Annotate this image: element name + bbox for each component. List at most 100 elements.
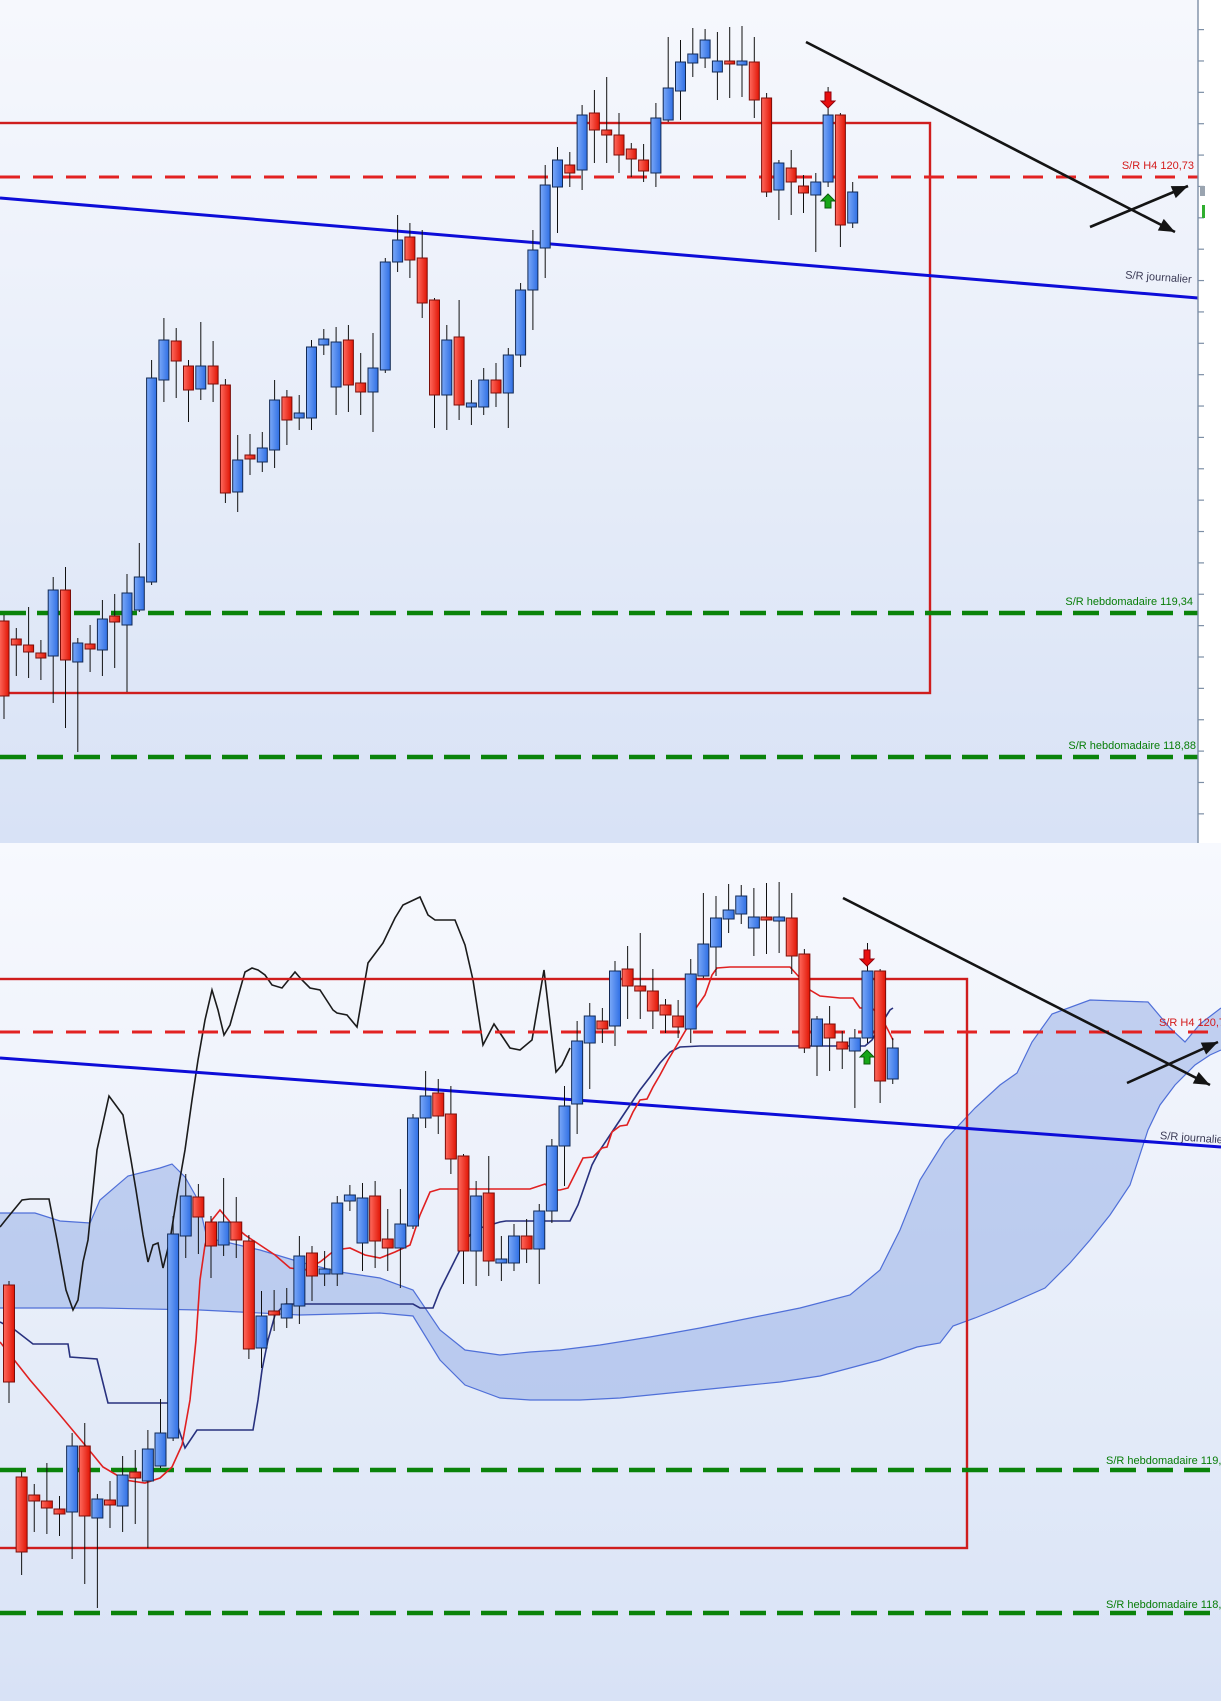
candle	[244, 434, 256, 475]
candle	[96, 600, 108, 676]
candle	[432, 1079, 445, 1134]
candle	[35, 640, 47, 680]
candle	[369, 1181, 382, 1268]
sr-hebdo-1188-label-bottom: S/R hebdomadaire 118,8	[1106, 1599, 1221, 1611]
candle	[195, 322, 207, 400]
candle	[219, 379, 231, 503]
candle	[84, 625, 96, 672]
candle	[230, 1197, 243, 1258]
candle	[539, 165, 551, 278]
candle	[53, 1496, 66, 1536]
candle	[256, 432, 268, 472]
candle	[478, 368, 490, 415]
candle	[453, 300, 465, 420]
candle	[545, 1139, 558, 1223]
buy-arrow-icon	[858, 1049, 876, 1065]
candle	[761, 93, 773, 197]
bottom-chart-panel[interactable]: S/R H4 120,7 S/R journalie S/R hebdomada…	[0, 843, 1221, 1701]
candle	[355, 353, 367, 415]
axis-strip	[1198, 0, 1221, 843]
candle	[10, 628, 22, 676]
candle	[429, 298, 440, 428]
candle	[72, 638, 84, 752]
axis-price-mark	[1200, 186, 1205, 196]
candle	[613, 113, 625, 173]
candle	[583, 1003, 596, 1089]
top-chart-canvas[interactable]	[0, 0, 1221, 843]
candle	[724, 27, 736, 98]
candle	[116, 1456, 129, 1532]
candle	[710, 896, 722, 976]
candle	[687, 28, 699, 77]
candle	[441, 325, 453, 430]
kijun-sen-line	[0, 1007, 894, 1450]
candle	[601, 77, 613, 163]
senkou-span-b-line	[0, 1049, 1221, 1401]
candle	[527, 230, 539, 330]
candle	[207, 341, 219, 402]
candle	[502, 348, 514, 428]
candle	[596, 1008, 609, 1043]
candle	[47, 577, 59, 703]
top-chart-panel[interactable]: S/R H4 120,73 S/R journalier S/R hebdoma…	[0, 0, 1221, 843]
candle	[552, 147, 563, 233]
candle	[650, 103, 662, 187]
candle	[28, 1484, 41, 1532]
trend-arrow	[1126, 1040, 1219, 1085]
red-zone-box	[0, 121, 932, 695]
candle	[179, 1174, 192, 1258]
candle	[520, 1219, 533, 1263]
candle	[810, 173, 822, 252]
candle	[848, 1029, 861, 1108]
candle	[811, 1016, 823, 1076]
candle	[255, 1291, 268, 1368]
axis-current-price-mark	[1202, 205, 1205, 218]
candle	[407, 1114, 419, 1229]
candle	[3, 1281, 15, 1403]
candle	[874, 969, 887, 1103]
candle	[646, 969, 659, 1029]
bottom-chart-canvas[interactable]	[0, 843, 1221, 1701]
candle	[699, 29, 711, 68]
candle	[281, 390, 293, 445]
candle	[515, 283, 527, 367]
candle	[609, 961, 621, 1046]
candle	[697, 893, 710, 978]
candle	[508, 1224, 520, 1271]
candle	[482, 1156, 495, 1276]
candle	[773, 882, 786, 953]
candle	[576, 105, 588, 190]
candle	[205, 1216, 217, 1278]
candle	[444, 1086, 457, 1174]
candle	[342, 325, 354, 412]
candle	[773, 160, 785, 220]
sell-arrow-icon	[858, 949, 876, 967]
candle	[760, 883, 773, 954]
candle	[66, 1433, 79, 1559]
candle	[834, 113, 846, 247]
candle	[242, 1235, 255, 1359]
candlesticks	[0, 26, 859, 752]
candle	[675, 40, 686, 120]
candle	[533, 1204, 546, 1284]
candle	[736, 26, 748, 97]
candle	[121, 574, 133, 692]
trend-arrow	[805, 40, 1176, 234]
candle	[722, 884, 735, 933]
candle	[785, 893, 798, 974]
candle	[167, 1216, 180, 1441]
candle	[747, 888, 760, 956]
candle	[268, 1290, 281, 1331]
candle	[293, 395, 305, 430]
candle	[269, 380, 281, 468]
candle	[183, 360, 194, 422]
candle	[170, 328, 182, 398]
candle	[379, 258, 391, 373]
candle	[634, 933, 647, 1019]
candle	[495, 1236, 508, 1281]
buy-arrow-icon	[819, 193, 837, 209]
candle	[217, 1178, 230, 1256]
candle	[823, 1006, 836, 1071]
candle	[625, 143, 637, 177]
